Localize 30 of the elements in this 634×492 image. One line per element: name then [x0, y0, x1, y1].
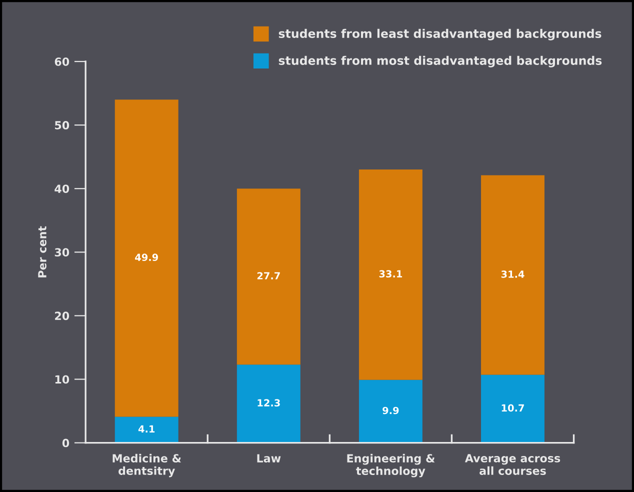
- x-tick-label: Law: [257, 454, 281, 463]
- x-tick-label: Average across all courses: [464, 454, 560, 475]
- data-label: 31.4: [501, 270, 524, 278]
- y-tick-label: 60: [54, 57, 70, 66]
- data-label: 4.1: [138, 425, 155, 432]
- bar: [358, 170, 422, 380]
- y-tick-label: 30: [54, 248, 70, 257]
- x-tick-label: Medicine & dentsitry: [112, 454, 182, 478]
- bar: [481, 175, 544, 375]
- bar: [114, 416, 178, 443]
- data-label: 49.9: [135, 254, 158, 262]
- bar: [236, 188, 300, 365]
- y-axis-title: Per cent: [38, 226, 46, 278]
- data-label: 27.7: [257, 272, 280, 280]
- y-tick-label: 20: [55, 312, 70, 320]
- data-label: 12.3: [258, 399, 280, 407]
- bar: [481, 374, 544, 443]
- y-tick-label: 50: [55, 121, 70, 130]
- data-label: 10.7: [502, 404, 524, 412]
- y-tick-label: 0: [62, 438, 70, 448]
- bar: [236, 364, 300, 443]
- data-label: 9.9: [382, 406, 399, 414]
- legend-label: students from most disadvantaged backgrounds: [278, 56, 602, 68]
- data-label: 33.1: [379, 270, 402, 278]
- x-tick-label: Engineering & technology: [347, 454, 435, 478]
- bar: [114, 100, 178, 417]
- y-tick-label: 40: [54, 184, 70, 193]
- legend-label: students from least disadvantaged backgrounds: [278, 28, 602, 40]
- bar: [358, 380, 422, 443]
- y-tick-label: 10: [55, 375, 70, 384]
